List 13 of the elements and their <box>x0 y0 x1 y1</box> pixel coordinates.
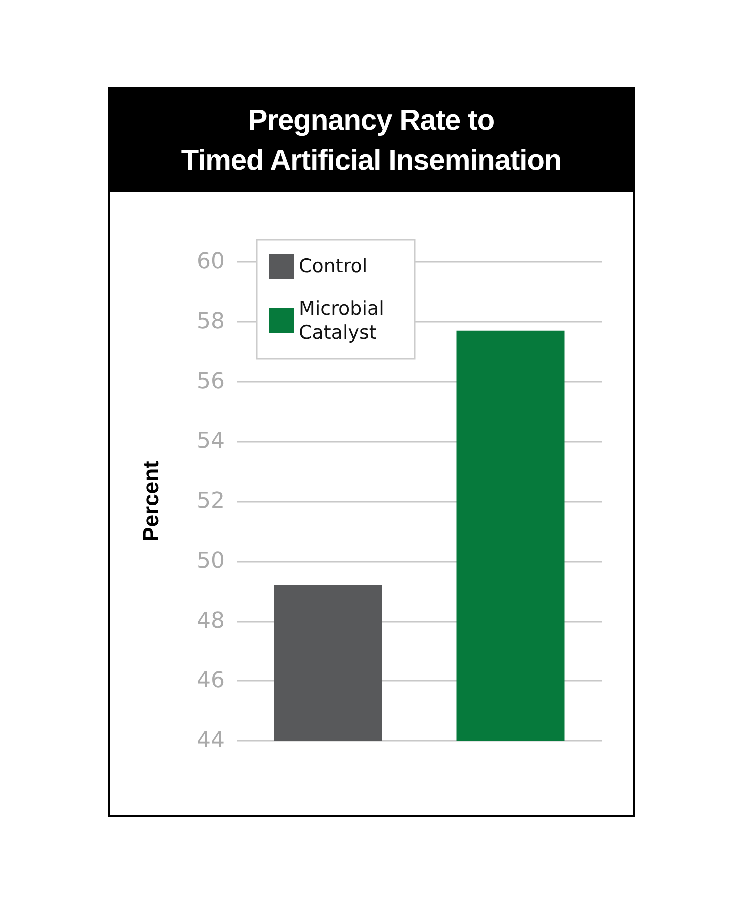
y-tick-label: 48 <box>197 608 225 634</box>
y-tick-label: 54 <box>197 429 225 454</box>
y-tick-label: 56 <box>197 369 225 394</box>
y-tick-label: 50 <box>197 548 225 574</box>
y-tick-label: 58 <box>197 309 225 334</box>
y-tick-label: 52 <box>197 489 225 514</box>
y-tick-label: 44 <box>197 728 225 754</box>
y-tick-label: 60 <box>197 250 225 274</box>
legend-label: Control <box>299 256 368 278</box>
y-axis-title: Percent <box>138 460 164 542</box>
chart-title: Pregnancy Rate to Timed Artificial Insemination <box>181 104 562 178</box>
y-tick-label: 46 <box>197 668 225 694</box>
legend-label: Microbial Catalyst <box>299 298 390 344</box>
